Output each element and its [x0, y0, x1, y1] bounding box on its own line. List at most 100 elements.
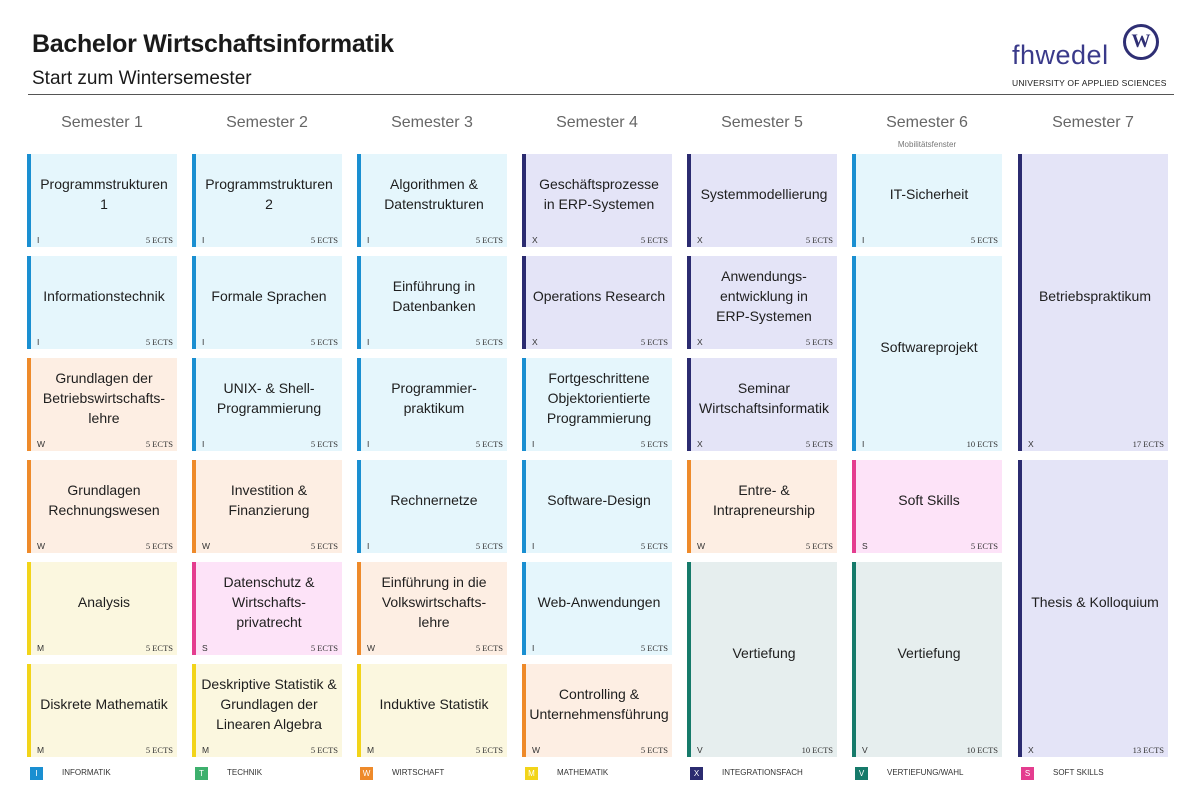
module-ects: 5 ECTS: [970, 541, 998, 551]
module-category-code: W: [37, 541, 46, 551]
module-card: Datenschutz & Wirtschafts- privatrecht S 5…: [192, 562, 342, 655]
category-bar: [852, 154, 856, 247]
module-ects: 5 ECTS: [970, 235, 998, 245]
module-category-code: I: [202, 337, 205, 347]
semester-header: Semester 4: [556, 114, 638, 131]
module-name: Soft Skills: [898, 491, 960, 508]
category-bar: [687, 358, 691, 451]
module-card: Investition & Finanzierung W 5 ECTS: [192, 460, 342, 553]
legend-label: INTEGRATIONSFACH: [722, 768, 803, 777]
module-name: Betriebspraktikum: [1038, 287, 1152, 304]
module-card: Anwendungs- entwicklung in ERP-Systemen X…: [687, 256, 837, 349]
module-name: Rechnernetze: [390, 491, 478, 508]
module-card: Betriebspraktikum X 17 ECTS: [1018, 154, 1168, 451]
category-bar: [1018, 460, 1022, 757]
module-category-code: X: [1028, 439, 1034, 449]
module-category-code: I: [862, 235, 865, 245]
category-bar: [27, 562, 31, 655]
module-category-code: M: [37, 745, 45, 755]
legend-label: SOFT SKILLS: [1053, 768, 1104, 777]
module-category-code: V: [862, 745, 868, 755]
category-bar: [687, 154, 691, 247]
module-card: Informationstechnik I 5 ECTS: [27, 256, 177, 349]
module-ects: 5 ECTS: [640, 643, 668, 653]
module-ects: 5 ECTS: [640, 541, 668, 551]
logo-wordmark: fhwedel: [1012, 40, 1109, 70]
module-name: Algorithmen & Datenstrukturen: [384, 175, 484, 212]
module-name: Grundlagen der Betriebswirtschafts- lehr…: [42, 369, 166, 426]
legend-label: TECHNIK: [227, 768, 263, 777]
module-name: Vertiefung: [897, 644, 961, 661]
semester-note: Mobilitätsfenster: [897, 140, 957, 149]
module-name: Diskrete Mathematik: [40, 695, 168, 712]
legend-label: INFORMATIK: [62, 768, 111, 777]
module-card: Programmstrukturen 2 I 5 ECTS: [192, 154, 342, 247]
module-category-code: M: [367, 745, 375, 755]
module-category-code: W: [367, 643, 376, 653]
module-name: Web-Anwendungen: [537, 593, 661, 610]
module-ects: 5 ECTS: [640, 439, 668, 449]
semester-header: Semester 6: [886, 114, 968, 131]
module-ects: 10 ECTS: [966, 745, 998, 755]
legend-swatch: I: [30, 767, 43, 780]
category-bar: [522, 256, 526, 349]
module-name: Programmstrukturen 1: [40, 175, 168, 212]
module-name: Software-Design: [547, 491, 651, 508]
module-ects: 5 ECTS: [310, 337, 338, 347]
legend-swatch: S: [1021, 767, 1034, 780]
module-card: Vertiefung V 10 ECTS: [687, 562, 837, 757]
category-bar: [27, 358, 31, 451]
module-card: Algorithmen & Datenstrukturen I 5 ECTS: [357, 154, 507, 247]
module-category-code: S: [862, 541, 868, 551]
module-category-code: W: [697, 541, 706, 551]
module-category-code: I: [37, 337, 40, 347]
category-bar: [27, 664, 31, 757]
category-bar: [687, 460, 691, 553]
module-card: Vertiefung V 10 ECTS: [852, 562, 1002, 757]
semester-header: Semester 3: [391, 114, 473, 131]
module-name: Thesis & Kolloquium: [1031, 593, 1159, 610]
module-category-code: I: [367, 337, 370, 347]
module-ects: 5 ECTS: [475, 439, 503, 449]
page-title: Bachelor Wirtschaftsinformatik: [32, 30, 394, 58]
module-name: Investition & Finanzierung: [228, 481, 310, 518]
module-category-code: I: [367, 541, 370, 551]
module-card: IT-Sicherheit I 5 ECTS: [852, 154, 1002, 247]
category-bar: [192, 460, 196, 553]
category-bar: [27, 154, 31, 247]
legend-swatch: T: [195, 767, 208, 780]
category-bar: [27, 256, 31, 349]
module-card: Einführung in Datenbanken I 5 ECTS: [357, 256, 507, 349]
module-card: Analysis M 5 ECTS: [27, 562, 177, 655]
module-card: UNIX- & Shell- Programmierung I 5 ECTS: [192, 358, 342, 451]
module-category-code: I: [367, 439, 370, 449]
module-name: Programmstrukturen 2: [205, 175, 333, 212]
semester-header: Semester 5: [721, 114, 803, 131]
module-ects: 5 ECTS: [475, 541, 503, 551]
category-bar: [522, 154, 526, 247]
module-name: Informationstechnik: [43, 287, 165, 304]
module-name: Induktive Statistik: [379, 695, 489, 712]
legend-label: VERTIEFUNG/WAHL: [887, 768, 964, 777]
module-card: Web-Anwendungen I 5 ECTS: [522, 562, 672, 655]
module-ects: 5 ECTS: [310, 235, 338, 245]
module-name: Seminar Wirtschaftsinformatik: [699, 379, 829, 416]
category-bar: [687, 256, 691, 349]
module-card: Soft Skills S 5 ECTS: [852, 460, 1002, 553]
module-category-code: X: [697, 337, 703, 347]
module-card: Grundlagen der Betriebswirtschafts- lehr…: [27, 358, 177, 451]
module-name: Entre- & Intrapreneurship: [713, 481, 815, 518]
module-ects: 5 ECTS: [475, 745, 503, 755]
category-bar: [852, 562, 856, 757]
module-category-code: I: [532, 643, 535, 653]
module-ects: 10 ECTS: [966, 439, 998, 449]
category-bar: [852, 460, 856, 553]
category-bar: [357, 460, 361, 553]
legend-swatch: M: [525, 767, 538, 780]
category-bar: [357, 358, 361, 451]
category-bar: [852, 256, 856, 451]
module-ects: 5 ECTS: [310, 439, 338, 449]
module-ects: 5 ECTS: [805, 439, 833, 449]
module-ects: 5 ECTS: [145, 439, 173, 449]
module-card: Thesis & Kolloquium X 13 ECTS: [1018, 460, 1168, 757]
